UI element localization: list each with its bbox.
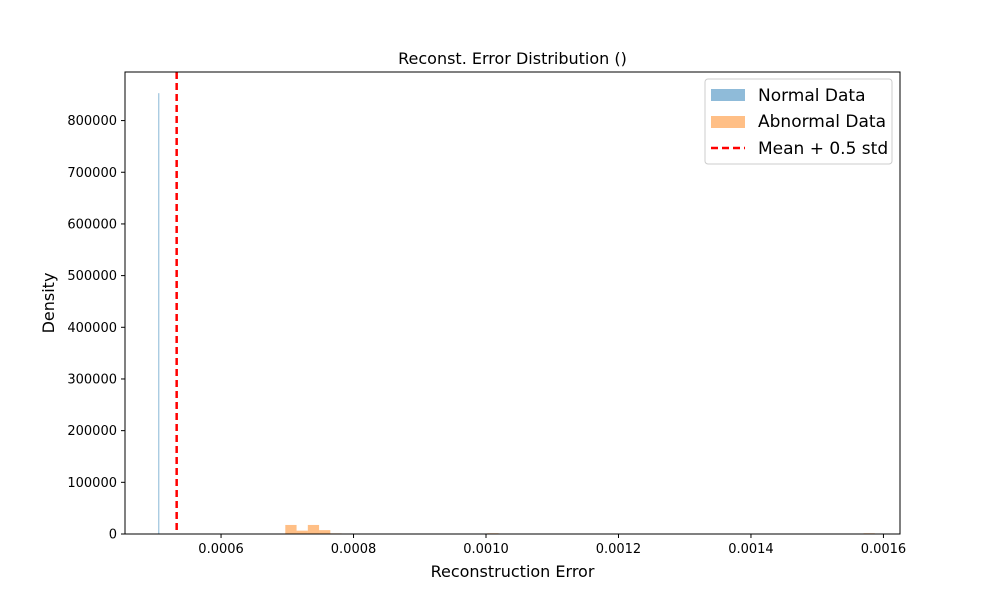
legend-label-abnormal-data: Abnormal Data [758,112,886,132]
bar-abnormal-data-3 [319,530,331,534]
legend-label-normal-data: Normal Data [758,86,866,106]
y-tick-label-3: 300000 [67,372,117,387]
y-tick-label-4: 400000 [67,321,117,336]
y-tick-label-6: 600000 [67,217,117,232]
y-tick-label-8: 800000 [67,114,117,129]
x-tick-label-0: 0.0006 [198,542,244,557]
x-tick-label-1: 0.0008 [331,542,377,557]
legend-swatch-normal-data [711,89,745,101]
x-tick-label-2: 0.0010 [463,542,509,557]
bar-abnormal-data-0 [285,524,297,534]
x-tick-label-4: 0.0014 [728,542,774,557]
x-axis-title: Reconstruction Error [431,562,595,581]
bar-normal-data-0 [158,93,160,534]
legend-label-mean-threshold: Mean + 0.5 std [758,139,888,159]
x-tick-label-5: 0.0016 [861,542,907,557]
y-tick-label-7: 700000 [67,166,117,181]
bar-abnormal-data-2 [307,524,320,534]
x-tick-label-3: 0.0012 [596,542,642,557]
legend-swatch-abnormal-data [711,116,745,128]
y-tick-label-1: 100000 [67,476,117,491]
y-tick-label-5: 500000 [67,269,117,284]
legend: Normal Data Abnormal Data Mean + 0.5 std [704,78,893,165]
bar-abnormal-data-1 [296,530,308,534]
y-axis-title: Density [39,273,58,334]
legend-box [704,78,893,165]
y-tick-label-0: 0 [109,528,117,543]
chart-title: Reconst. Error Distribution () [398,49,627,68]
axes: 0.0006 0.0008 0.0010 0.0012 0.0014 0.0016 0 100… [67,71,907,557]
axes-frame [124,71,901,535]
y-tick-label-2: 200000 [67,424,117,439]
